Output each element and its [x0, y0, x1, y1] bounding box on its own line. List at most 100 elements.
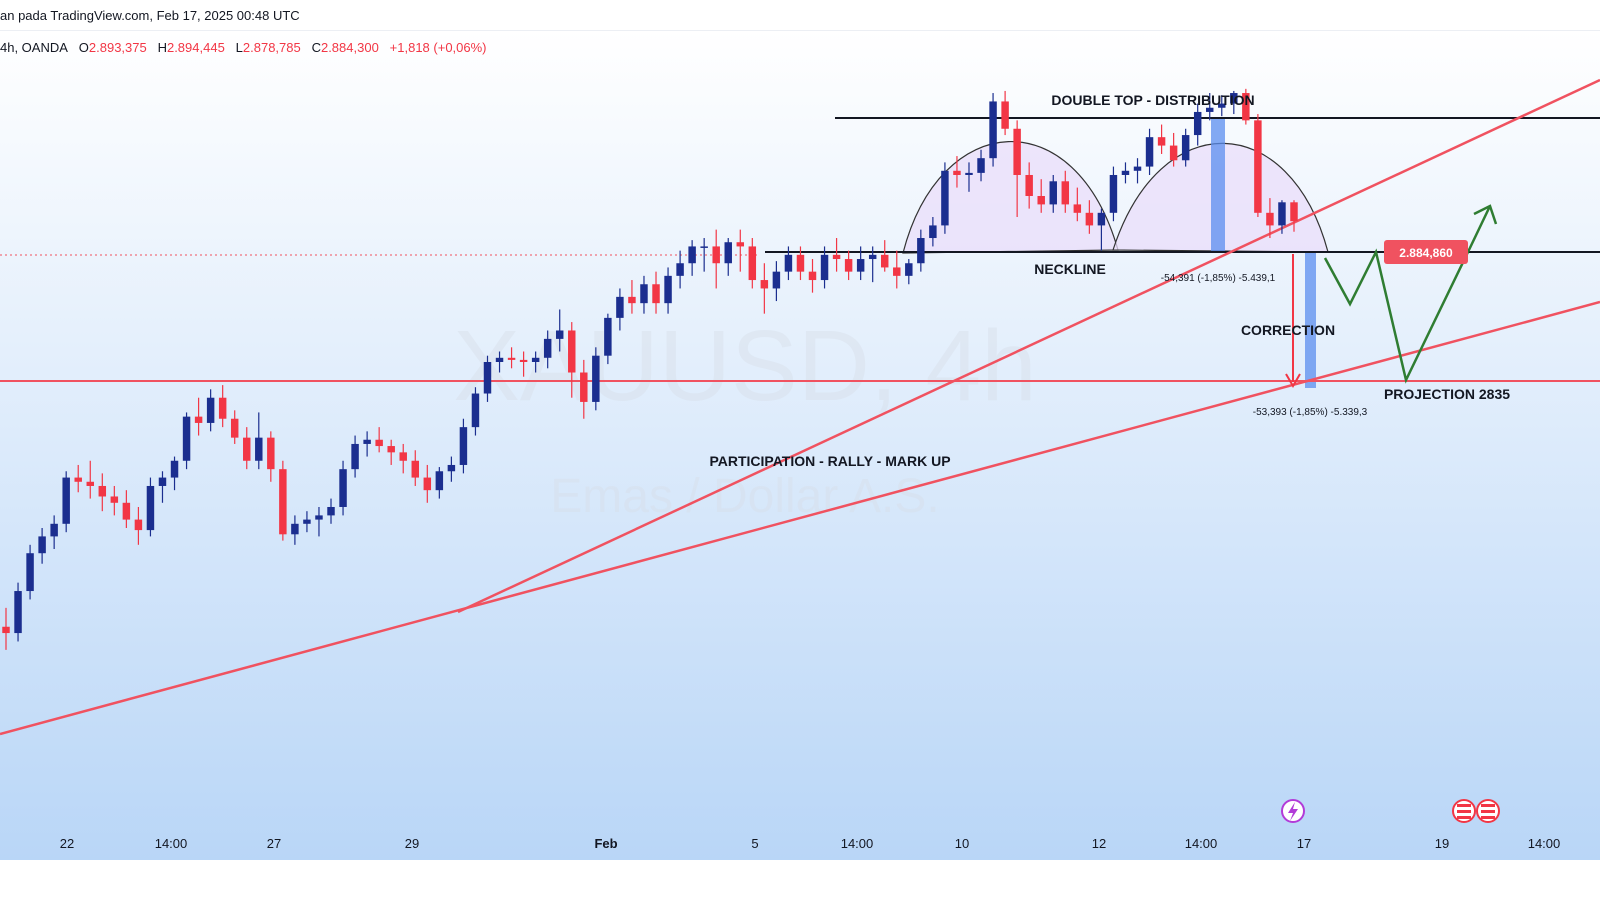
candle [1230, 93, 1238, 104]
candle [2, 626, 10, 634]
candle [555, 330, 564, 339]
candle [399, 452, 407, 461]
candle [652, 284, 660, 304]
candle [1049, 181, 1057, 205]
candle [531, 357, 540, 362]
candle [387, 446, 395, 453]
candle [62, 477, 70, 524]
x-axis: 22 14:00 27 29 Feb 5 14:00 10 12 14:00 17 19 14:00 [60, 836, 1561, 851]
candle [146, 485, 155, 531]
candle [929, 225, 937, 239]
high-label: H [157, 40, 167, 55]
x-tick-label: 14:00 [155, 836, 188, 851]
candle [905, 263, 913, 276]
candle [893, 267, 901, 276]
candle [965, 172, 973, 175]
candle [339, 469, 347, 507]
candle [158, 477, 167, 486]
candle [435, 471, 444, 491]
candle [616, 296, 624, 318]
candle [640, 284, 648, 304]
candle [423, 477, 432, 491]
annotation-rally: PARTICIPATION - RALLY - MARK UP [709, 453, 950, 469]
candle [736, 242, 745, 247]
us-flag-icon[interactable] [1452, 799, 1476, 823]
candle [134, 519, 143, 531]
publish-bar: an pada TradingView.com, Feb 17, 2025 00… [0, 0, 1600, 31]
x-tick-label: 17 [1297, 836, 1311, 851]
x-tick-label: 12 [1092, 836, 1106, 851]
candle [495, 357, 504, 362]
candle [218, 397, 227, 419]
candle [1181, 135, 1190, 161]
candle [351, 443, 359, 470]
candle [1037, 196, 1045, 205]
candle [98, 485, 107, 497]
candle [748, 246, 757, 281]
candle [820, 254, 829, 281]
candle [267, 437, 275, 470]
candle [808, 271, 817, 281]
candle [712, 246, 720, 264]
close-label: C [311, 40, 321, 55]
candle [507, 357, 516, 360]
candle [26, 553, 34, 592]
x-tick-label: Feb [594, 836, 617, 851]
candle [194, 416, 203, 423]
chart-background [0, 30, 1600, 860]
ohlc-legend: 4h, OANDA O2.893,375 H2.894,445 L2.878,7… [0, 40, 487, 55]
highlight-bar-correction [1305, 252, 1316, 388]
low-value: 2.878,785 [242, 40, 301, 55]
lightning-icon[interactable] [1281, 799, 1305, 823]
candle [1121, 170, 1130, 175]
x-tick-label: 19 [1435, 836, 1449, 851]
candle [50, 523, 58, 537]
candle [724, 242, 732, 264]
annotation-correction: CORRECTION [1241, 322, 1335, 338]
candle [122, 502, 131, 520]
change-value: +1,818 (+0,06%) [389, 40, 487, 55]
high-value: 2.894,445 [166, 40, 225, 55]
candle [519, 359, 528, 362]
candle [832, 254, 841, 260]
candle [676, 263, 684, 276]
candle [568, 330, 576, 373]
candle [856, 259, 865, 272]
candle [471, 393, 480, 428]
candle [182, 416, 191, 461]
candle [796, 254, 805, 272]
low-label: L [235, 40, 243, 55]
candle [700, 246, 708, 248]
candle [1157, 137, 1166, 146]
candle [230, 418, 239, 438]
candle [255, 437, 263, 461]
us-flag-icon[interactable] [1476, 799, 1500, 823]
published-info: an pada TradingView.com, Feb 17, 2025 00… [0, 8, 300, 23]
candle [1254, 120, 1262, 213]
candle [411, 460, 420, 478]
candle [447, 464, 456, 472]
candle [1013, 128, 1021, 175]
candle [664, 275, 672, 304]
candle [315, 515, 323, 520]
candle [243, 437, 251, 461]
x-tick-label: 5 [751, 836, 758, 851]
candle [170, 460, 179, 478]
x-tick-label: 10 [955, 836, 969, 851]
candle [291, 523, 299, 535]
candle [1218, 103, 1226, 108]
open-value: 2.893,375 [88, 40, 147, 55]
measure-arrow-head [1285, 373, 1301, 388]
annotation-projection: PROJECTION 2835 [1384, 386, 1510, 402]
x-tick-label: 14:00 [1528, 836, 1561, 851]
candle [327, 506, 335, 516]
candle [459, 427, 468, 465]
candle [375, 439, 383, 447]
candle [363, 439, 371, 444]
candle [1109, 174, 1118, 213]
candle [688, 246, 696, 264]
candle [844, 259, 853, 272]
candle [1073, 204, 1082, 213]
candle [1242, 93, 1250, 121]
